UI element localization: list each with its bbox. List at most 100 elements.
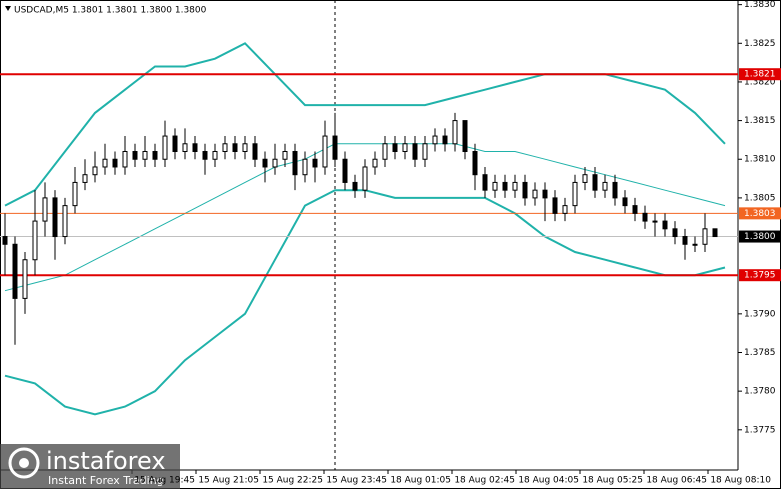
x-tick-label: 18 Aug 06:45 — [646, 476, 707, 486]
candle-body — [612, 181, 618, 199]
candle-body — [492, 181, 498, 191]
candle-body — [532, 189, 538, 199]
bollinger-band — [4, 143, 726, 292]
candle-body — [272, 158, 278, 168]
candle-body — [702, 228, 708, 245]
y-tick-label: 1.3810 — [744, 155, 776, 165]
candle-body — [222, 143, 228, 153]
candle-body — [692, 243, 698, 246]
candle-body — [312, 158, 318, 168]
candle-body — [412, 143, 418, 160]
logo-tagline: Instant Forex Trading — [48, 474, 164, 487]
candle-body — [42, 197, 48, 222]
candle-body — [562, 205, 568, 214]
candle-body — [432, 135, 438, 145]
y-tick-label: 1.3815 — [744, 116, 776, 126]
candle-body — [572, 181, 578, 207]
candle-body — [382, 143, 388, 160]
candle-body — [712, 228, 718, 238]
candle-body — [52, 197, 58, 238]
menu-arrow — [5, 6, 11, 11]
candle-body — [212, 151, 218, 160]
candle-body — [112, 158, 118, 168]
y-tick-label: 1.3805 — [744, 193, 776, 203]
watermark: instaforex Instant Forex Trading — [0, 444, 180, 489]
candle-body — [32, 220, 38, 261]
y-tick-label: 1.3780 — [744, 387, 776, 397]
level-label: 1.3795 — [744, 271, 776, 281]
level-tag — [739, 269, 781, 282]
candle-body — [322, 135, 328, 168]
candle-body — [472, 151, 478, 176]
candle-body — [142, 151, 148, 160]
candle-body — [622, 197, 628, 207]
candle-body — [542, 189, 548, 199]
candle-body — [182, 143, 188, 153]
y-tick-label: 1.3820 — [744, 77, 776, 87]
x-tick-label: 18 Aug 01:05 — [390, 476, 451, 486]
candle-body — [372, 158, 378, 168]
y-tick-label: 1.3790 — [744, 309, 776, 319]
candle-body — [682, 236, 688, 245]
y-tick-label: 1.3830 — [744, 0, 776, 10]
candle-body — [442, 135, 448, 145]
candle-body — [522, 181, 528, 199]
candle-body — [352, 181, 358, 191]
candle-body — [362, 166, 368, 191]
candle-body — [422, 143, 428, 160]
x-tick-label: 15 Aug 21:05 — [198, 476, 259, 486]
candle-body — [132, 151, 138, 160]
x-tick-label: 18 Aug 05:25 — [582, 476, 643, 486]
logo-icon — [8, 447, 40, 479]
logo-dot — [19, 458, 29, 468]
x-tick-label: 18 Aug 08:10 — [710, 476, 771, 486]
candle-body — [122, 151, 128, 168]
candle-body — [512, 181, 518, 191]
candle-body — [462, 120, 468, 153]
candle-body — [282, 151, 288, 160]
candle-body — [302, 158, 308, 176]
candle-body — [642, 212, 648, 222]
candle-body — [62, 205, 68, 238]
candle-body — [202, 151, 208, 160]
candle-body — [342, 158, 348, 183]
candle-body — [162, 135, 168, 160]
candle-body — [662, 220, 668, 230]
x-tick-label: 18 Aug 02:45 — [454, 476, 515, 486]
level-label: 1.3803 — [744, 209, 776, 219]
candle-body — [672, 228, 678, 238]
candle-body — [482, 174, 488, 191]
candle-body — [152, 151, 158, 160]
x-tick-label: 18 Aug 04:05 — [518, 476, 579, 486]
candle-body — [192, 143, 198, 153]
candle-body — [2, 236, 8, 245]
x-tick-label: 15 Aug 19:45 — [134, 476, 195, 486]
candle-body — [292, 151, 298, 176]
level-tag — [739, 68, 781, 81]
candle-body — [92, 166, 98, 176]
candle-body — [172, 135, 178, 153]
candle-body — [582, 174, 588, 183]
candle-body — [82, 174, 88, 183]
candle-body — [502, 181, 508, 191]
x-tick-label: 15 Aug 23:45 — [326, 476, 387, 486]
candle-body — [332, 135, 338, 160]
candle-body — [592, 174, 598, 191]
candle-body — [242, 143, 248, 153]
y-tick-label: 1.3825 — [744, 39, 776, 49]
level-label: 1.3821 — [744, 70, 776, 80]
candle-body — [392, 143, 398, 153]
candle-body — [602, 181, 608, 191]
y-tick-label: 1.3775 — [744, 425, 776, 435]
marks — [0, 4, 742, 474]
candle-body — [22, 259, 28, 299]
candle-body — [632, 205, 638, 214]
y-tick-label: 1.3785 — [744, 348, 776, 358]
level-tag — [739, 207, 781, 220]
candle-body — [12, 243, 18, 299]
candle-body — [262, 158, 268, 168]
candle-body — [232, 143, 238, 153]
candle-body — [652, 220, 658, 223]
candle-body — [402, 143, 408, 153]
